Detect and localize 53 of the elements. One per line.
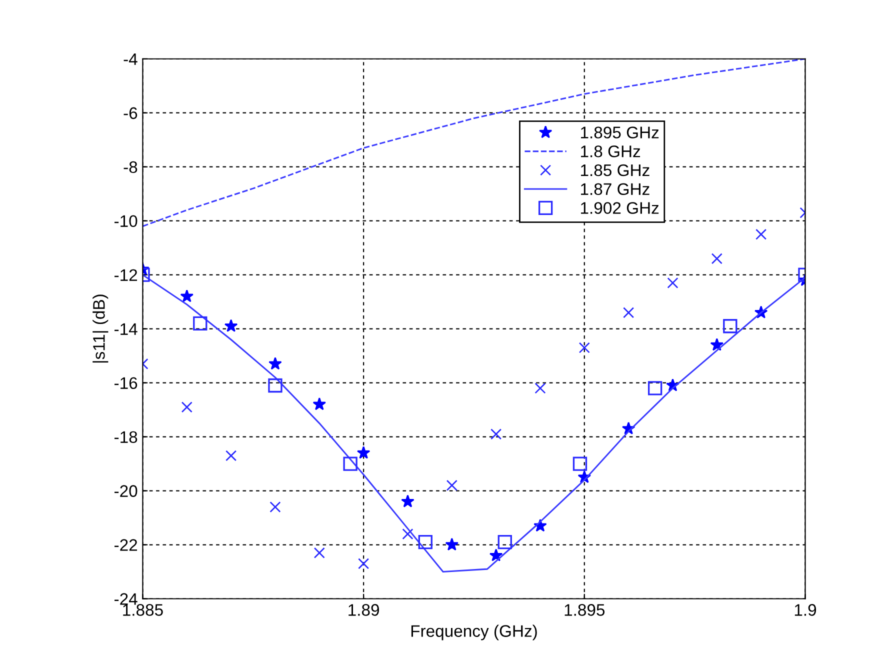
legend-label: 1.87 GHz [581,183,650,196]
point [226,450,237,462]
point [270,501,281,513]
legend-label: 1.895 GHz [581,126,659,138]
point [534,382,546,394]
point [723,319,738,334]
point [445,538,459,551]
point [572,456,588,471]
x-tick-label: 1.885 [123,604,163,616]
point [314,547,325,558]
point [446,480,458,491]
x-tick-label: 1.9 [794,604,816,616]
point [193,316,208,330]
y-tick-label: -12 [114,269,138,281]
point [756,228,767,240]
y-tick-label: -18 [114,431,138,443]
point [489,548,503,562]
point [711,253,722,264]
legend-label: 1.85 GHz [581,164,650,176]
point [667,277,678,288]
point [578,342,590,354]
point [358,558,370,570]
point [623,307,634,318]
point [268,378,282,393]
point [490,428,502,440]
point [312,397,326,410]
y-tick-label: -10 [114,215,138,228]
point [180,289,194,302]
y-tick-label: -22 [114,539,138,551]
point [268,356,282,370]
y-tick-label: -6 [124,107,138,120]
point [648,381,662,396]
point [402,528,414,540]
y-tick-label: -24 [114,593,138,605]
y-tick-label: -14 [114,323,138,335]
point [181,402,192,413]
point [401,494,414,508]
y-tick-label: -4 [124,53,138,65]
point [498,534,512,550]
y-tick-label: -16 [114,377,138,390]
point [418,534,432,550]
point [710,338,724,351]
y-tick-label: -20 [114,485,138,497]
x-tick-label: 1.89 [348,604,379,616]
legend-label: 1.8 GHz [581,146,640,158]
point [356,446,370,459]
y-tick-label: -8 [124,161,138,174]
y-axis-title: |s11| (dB) [92,294,108,363]
legend-label: 1.902 GHz [581,202,659,214]
x-tick-label: 1.895 [564,604,605,616]
x-axis-title: Frequency (GHz) [411,624,537,640]
point [224,319,238,332]
point [343,456,358,471]
